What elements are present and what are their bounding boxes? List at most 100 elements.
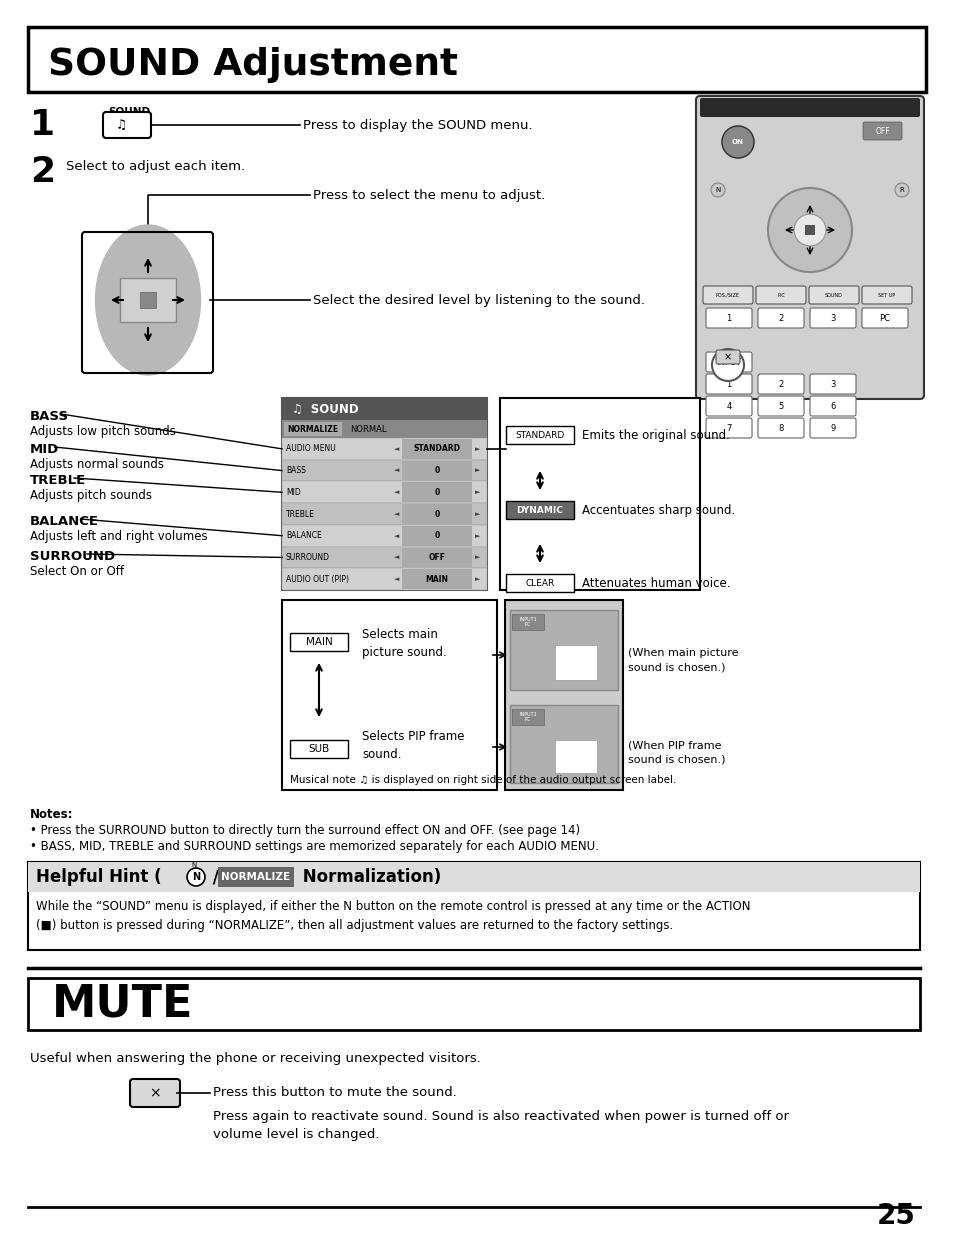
Bar [282, 420, 486, 438]
Text: While the “SOUND” menu is displayed, if either the N button on the remote contro: While the “SOUND” menu is displayed, if … [36, 900, 750, 932]
Text: ◄: ◄ [394, 446, 399, 452]
Text: ♫: ♫ [115, 119, 127, 131]
Text: 1: 1 [725, 314, 731, 322]
Text: ►: ► [475, 511, 480, 517]
Text: Select On or Off: Select On or Off [30, 564, 124, 578]
Text: INPUT1
PC: INPUT1 PC [518, 616, 537, 627]
Text: 2: 2 [778, 379, 782, 389]
Text: 6: 6 [829, 401, 835, 410]
Text: STANDARD: STANDARD [515, 431, 564, 440]
Text: Useful when answering the phone or receiving unexpected visitors.: Useful when answering the phone or recei… [30, 1052, 480, 1065]
Text: Helpful Hint (: Helpful Hint ( [36, 868, 161, 885]
Text: 3: 3 [829, 379, 835, 389]
Bar [505, 574, 574, 592]
Bar [505, 501, 574, 519]
Bar [28, 27, 925, 91]
Circle shape [187, 868, 205, 885]
Text: ON: ON [731, 140, 743, 144]
FancyBboxPatch shape [758, 417, 803, 438]
Text: AUDIO MENU: AUDIO MENU [286, 445, 335, 453]
Text: ►: ► [475, 555, 480, 561]
FancyBboxPatch shape [716, 350, 740, 364]
Bar [512, 614, 543, 630]
Text: MID: MID [30, 443, 59, 456]
FancyBboxPatch shape [862, 122, 901, 140]
Bar [510, 610, 618, 690]
Text: NORMALIZE: NORMALIZE [287, 425, 338, 433]
Text: 0: 0 [434, 510, 439, 519]
Text: Select to adjust each item.: Select to adjust each item. [66, 161, 245, 173]
Text: SUB: SUB [308, 743, 330, 755]
FancyBboxPatch shape [758, 374, 803, 394]
Bar [282, 547, 486, 568]
FancyBboxPatch shape [705, 417, 751, 438]
Text: 2: 2 [778, 314, 782, 322]
Bar [282, 568, 486, 590]
FancyBboxPatch shape [700, 98, 919, 117]
Bar [499, 398, 700, 590]
Text: MAIN: MAIN [305, 637, 332, 647]
Text: Adjusts normal sounds: Adjusts normal sounds [30, 458, 164, 471]
FancyBboxPatch shape [705, 374, 751, 394]
Circle shape [894, 183, 908, 198]
Circle shape [767, 188, 851, 272]
Text: 0: 0 [434, 488, 439, 496]
Text: ►: ► [475, 446, 480, 452]
Bar [401, 504, 472, 524]
FancyBboxPatch shape [705, 308, 751, 329]
Text: Musical note ♫ is displayed on right side of the audio output screen label.: Musical note ♫ is displayed on right sid… [290, 776, 676, 785]
Bar [401, 547, 472, 567]
Text: 8: 8 [778, 424, 782, 432]
Bar [555, 645, 597, 680]
Text: SURROUND: SURROUND [30, 550, 115, 563]
FancyBboxPatch shape [705, 352, 751, 372]
Bar [140, 291, 156, 308]
FancyBboxPatch shape [809, 308, 855, 329]
Text: ◄: ◄ [394, 555, 399, 561]
Text: ►: ► [475, 532, 480, 538]
Bar [555, 740, 597, 773]
Text: SOUND: SOUND [108, 107, 150, 117]
Text: SET UP: SET UP [878, 293, 895, 298]
Text: Accentuates sharp sound.: Accentuates sharp sound. [581, 504, 735, 516]
FancyBboxPatch shape [103, 112, 151, 138]
Bar [401, 526, 472, 546]
Text: INPUT: INPUT [716, 357, 740, 367]
Bar [28, 862, 919, 950]
Text: Select the desired level by listening to the sound.: Select the desired level by listening to… [313, 294, 644, 306]
Text: ◄: ◄ [394, 489, 399, 495]
FancyBboxPatch shape [130, 1079, 180, 1107]
Text: BALANCE: BALANCE [30, 515, 99, 529]
FancyBboxPatch shape [758, 396, 803, 416]
Text: (When main picture
sound is chosen.): (When main picture sound is chosen.) [627, 648, 738, 672]
Text: NORMAL: NORMAL [350, 425, 386, 433]
Text: PIC: PIC [777, 293, 784, 298]
Bar [505, 426, 574, 445]
Bar [282, 398, 486, 590]
Text: ◄: ◄ [394, 577, 399, 582]
Text: ►: ► [475, 468, 480, 473]
Text: ×: × [149, 1086, 161, 1100]
Bar [284, 422, 341, 436]
Text: SURROUND: SURROUND [286, 553, 330, 562]
Text: 5: 5 [778, 401, 782, 410]
Text: INPUT1
PC: INPUT1 PC [518, 711, 537, 722]
Text: STANDARD: STANDARD [413, 445, 460, 453]
Text: ◄: ◄ [394, 511, 399, 517]
Bar [282, 459, 486, 482]
Circle shape [721, 126, 753, 158]
Text: Emits the original sound.: Emits the original sound. [581, 429, 729, 441]
Text: MAIN: MAIN [425, 574, 448, 584]
Text: Attenuates human voice.: Attenuates human voice. [581, 577, 730, 589]
Text: Adjusts left and right volumes: Adjusts left and right volumes [30, 530, 208, 543]
Text: MUTE: MUTE [52, 983, 193, 1025]
Text: CLEAR: CLEAR [525, 578, 554, 588]
Text: TREBLE: TREBLE [30, 474, 86, 487]
Text: ◄: ◄ [394, 468, 399, 473]
Text: OFF: OFF [428, 553, 445, 562]
Text: BASS: BASS [286, 466, 306, 475]
Text: N: N [192, 862, 196, 868]
Text: Adjusts pitch sounds: Adjusts pitch sounds [30, 489, 152, 501]
Text: BALANCE: BALANCE [286, 531, 321, 540]
Text: 3: 3 [829, 314, 835, 322]
